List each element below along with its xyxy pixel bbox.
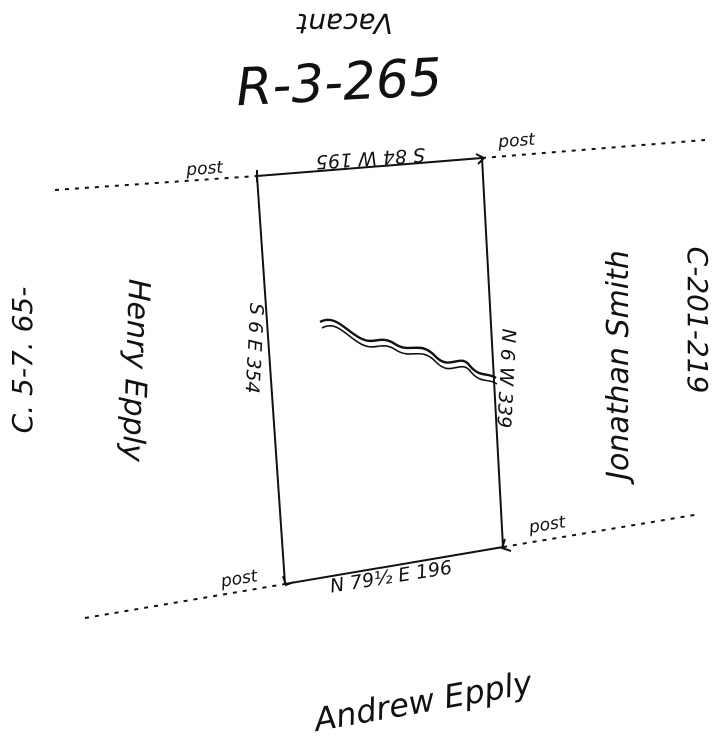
south-dotted-line-east xyxy=(502,513,701,548)
corner-marker-ne xyxy=(475,153,486,165)
east-boundary-label: N 6 W 339 xyxy=(492,328,519,428)
vacant-label: Vacant xyxy=(296,7,393,40)
corner-marker-sw xyxy=(282,575,295,587)
west-boundary-label: S 6 E 354 xyxy=(241,303,268,395)
post-label-sw: post xyxy=(219,566,261,592)
parcel-boundary xyxy=(255,156,505,586)
south-boundary-label: N 79½ E 196 xyxy=(328,557,453,598)
south-dotted-line xyxy=(84,583,286,619)
stream-line-bank xyxy=(321,325,498,385)
reference-code: R-3-265 xyxy=(235,48,444,119)
post-label-nw: post xyxy=(185,158,225,181)
left-owner-label: Henry Epply xyxy=(115,278,156,463)
north-dotted-line-east xyxy=(481,139,706,159)
bottom-owner-label: Andrew Epply xyxy=(309,663,536,739)
post-label-ne: post xyxy=(497,130,537,153)
stream-line xyxy=(319,318,497,380)
north-dotted-line xyxy=(54,175,258,191)
right-owner-label: Jonathan Smith xyxy=(601,250,636,485)
north-boundary-label: S 84 W 195 xyxy=(315,143,426,173)
corner-marker-se xyxy=(500,538,512,552)
left-reference-code: C. 5-7. 65- xyxy=(6,287,39,434)
right-reference-code: C-201-219 xyxy=(681,247,714,394)
post-label-se: post xyxy=(527,512,569,538)
